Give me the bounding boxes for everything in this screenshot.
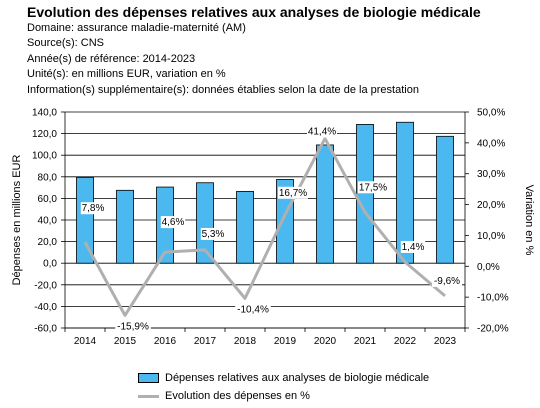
y-tick-label: 100,0 bbox=[32, 151, 57, 162]
meta-domain: Domaine: assurance maladie-maternité (AM… bbox=[27, 22, 246, 34]
data-label: 7,8% bbox=[82, 203, 105, 214]
legend-item-bars: Dépenses relatives aux analyses de biolo… bbox=[138, 369, 429, 387]
y-axis-title: Dépenses en millions EUR bbox=[11, 155, 23, 286]
series-line bbox=[83, 137, 446, 317]
data-label-bg bbox=[278, 186, 308, 199]
y-tick-label: -60,0 bbox=[34, 324, 57, 335]
data-label-bg bbox=[80, 202, 106, 215]
bar bbox=[76, 176, 94, 264]
chart-header: Evolution des dépenses relatives aux ana… bbox=[27, 4, 532, 98]
data-label: -15,9% bbox=[117, 321, 149, 332]
y-tick-label: 60,0 bbox=[38, 194, 58, 205]
x-tick-label: 2014 bbox=[74, 336, 97, 347]
x-tick-label: 2016 bbox=[154, 336, 177, 347]
data-label: 1,4% bbox=[402, 242, 425, 253]
y-tick-label: -20,0 bbox=[34, 280, 57, 291]
data-label: 41,4% bbox=[308, 127, 336, 138]
y2-tick-label: 30,0% bbox=[477, 169, 505, 180]
data-label-bg bbox=[115, 320, 151, 333]
y-tick-label: 80,0 bbox=[38, 172, 58, 183]
data-label: 16,7% bbox=[279, 188, 307, 199]
y2-tick-label: -20,0% bbox=[477, 324, 509, 335]
x-tick-label: 2015 bbox=[114, 336, 137, 347]
bar bbox=[276, 179, 294, 264]
y2-axis-title: Variation en % bbox=[523, 185, 535, 256]
bar bbox=[436, 135, 454, 264]
x-tick-label: 2019 bbox=[274, 336, 297, 347]
data-label-bg bbox=[432, 274, 462, 287]
y2-tick-label: 50,0% bbox=[477, 108, 505, 119]
meta-units: Unité(s): en millions EUR, variation en … bbox=[27, 68, 226, 81]
chart-title: Evolution des dépenses relatives aux ana… bbox=[27, 4, 481, 20]
y2-tick-label: -10,0% bbox=[477, 293, 509, 304]
data-label-bg bbox=[200, 227, 226, 240]
data-label: -9,6% bbox=[434, 276, 460, 287]
legend-bar-label: Dépenses relatives aux analyses de biolo… bbox=[165, 372, 430, 384]
y-tick-label: 120,0 bbox=[32, 129, 57, 140]
x-tick-label: 2022 bbox=[394, 336, 417, 347]
y-tick-label: -40,0 bbox=[34, 302, 57, 313]
y-tick-label: 0,0 bbox=[43, 259, 57, 270]
x-tick-label: 2017 bbox=[194, 336, 217, 347]
bar bbox=[196, 182, 214, 264]
y2-tick-label: 0,0% bbox=[477, 262, 500, 273]
y2-tick-label: 40,0% bbox=[477, 138, 505, 149]
data-label-bg bbox=[307, 125, 337, 138]
legend-item-line: Evolution des dépenses en % bbox=[138, 387, 429, 405]
y-tick-label: 140,0 bbox=[32, 108, 57, 119]
data-label: 5,3% bbox=[202, 229, 225, 240]
bar bbox=[236, 190, 254, 264]
legend-line-swatch bbox=[138, 394, 159, 398]
data-label: -10,4% bbox=[237, 304, 269, 315]
meta-info: Information(s) supplémentaire(s): donnée… bbox=[27, 83, 419, 96]
x-tick-label: 2021 bbox=[354, 336, 377, 347]
bar bbox=[356, 124, 374, 264]
data-label-bg bbox=[358, 181, 388, 194]
bar bbox=[116, 189, 134, 264]
data-label: 17,5% bbox=[359, 182, 387, 193]
data-label: 4,6% bbox=[162, 217, 185, 228]
x-tick-label: 2018 bbox=[234, 336, 257, 347]
data-label-bg bbox=[160, 216, 186, 229]
data-label-bg bbox=[400, 240, 426, 253]
data-label-bg bbox=[235, 303, 271, 316]
y-tick-label: 40,0 bbox=[38, 216, 58, 227]
x-tick-label: 2020 bbox=[314, 336, 337, 347]
meta-source: Source(s): CNS bbox=[27, 37, 105, 50]
y2-tick-label: 10,0% bbox=[477, 231, 505, 242]
legend-bar-swatch bbox=[138, 373, 159, 383]
y2-tick-label: 20,0% bbox=[477, 200, 505, 211]
bar bbox=[316, 144, 334, 264]
legend-line-label: Evolution des dépenses en % bbox=[165, 390, 310, 402]
chart-legend: Dépenses relatives aux analyses de biolo… bbox=[138, 369, 429, 405]
x-tick-label: 2023 bbox=[434, 336, 457, 347]
y-tick-label: 20,0 bbox=[38, 237, 58, 248]
meta-years: Année(s) de référence: 2014-2023 bbox=[27, 52, 196, 65]
